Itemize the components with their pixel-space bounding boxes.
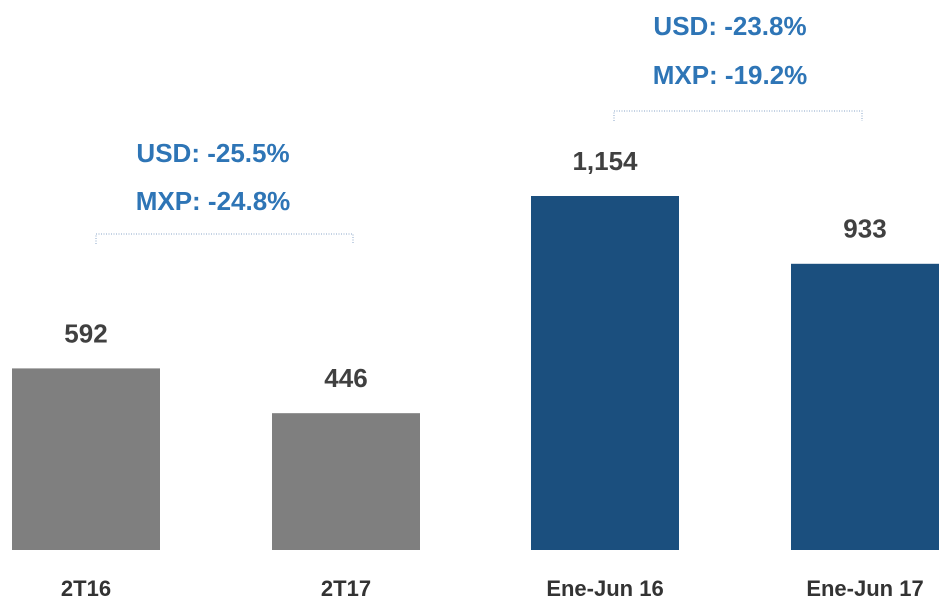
bar: [791, 263, 939, 550]
value-label: 446: [324, 363, 367, 393]
annotation: USD: -23.8%: [653, 11, 806, 41]
x-tick-label: 2T17: [321, 576, 371, 601]
annotation: MXP: -24.8%: [136, 186, 291, 216]
bar: [12, 368, 160, 550]
x-tick-label: Ene-Jun 16: [546, 576, 663, 601]
annotation: USD: -25.5%: [136, 138, 289, 168]
value-label: 592: [64, 318, 107, 348]
x-tick-label: Ene-Jun 17: [806, 576, 923, 601]
bracket: [613, 110, 863, 121]
bar: [272, 413, 420, 550]
value-label: 1,154: [572, 146, 638, 176]
bar: [531, 196, 679, 550]
value-label: 933: [843, 214, 886, 244]
x-tick-label: 2T16: [61, 576, 111, 601]
bracket: [95, 233, 354, 244]
annotation: MXP: -19.2%: [653, 60, 808, 90]
